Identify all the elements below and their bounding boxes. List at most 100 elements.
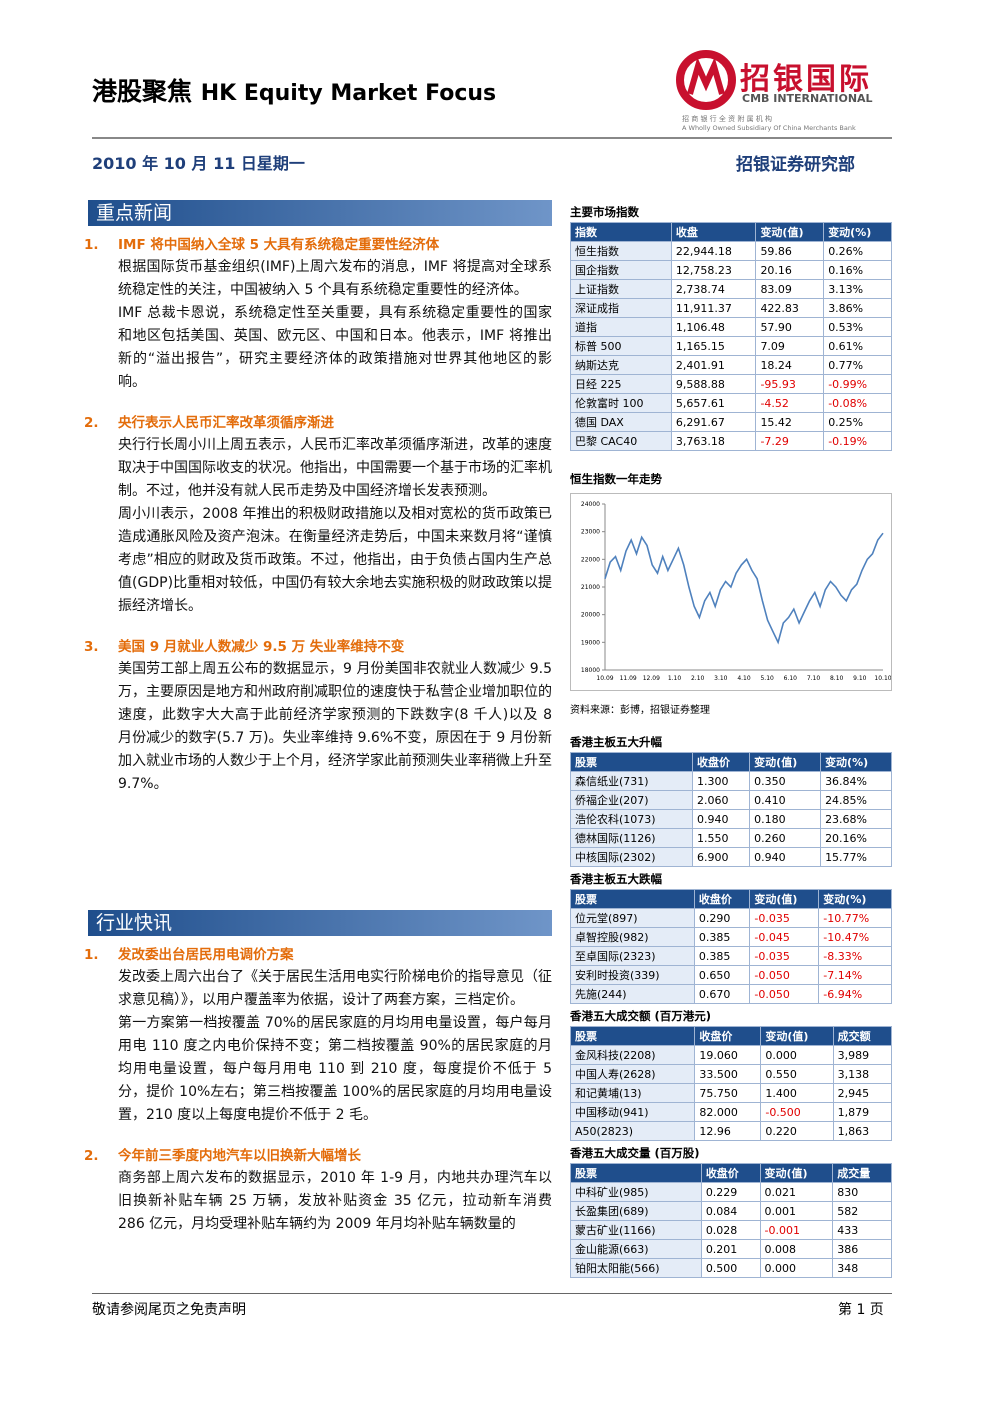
column-header: 股票 xyxy=(570,889,695,909)
table-title: 香港主板五大升幅 xyxy=(570,735,662,749)
cell: 巴黎 CAC40 xyxy=(570,431,672,451)
table-row: 日经 225 9,588.88 -95.93 -0.99% xyxy=(570,374,892,394)
cell: -0.035 xyxy=(749,946,820,966)
column-header: 收盘价 xyxy=(691,752,751,772)
cell: 0.290 xyxy=(693,908,751,928)
cell: 0.550 xyxy=(760,1064,834,1084)
cell: 5,657.61 xyxy=(670,393,757,413)
cell: -0.050 xyxy=(749,965,820,985)
cell: 3.13% xyxy=(823,279,892,299)
cell: 德林国际(1126) xyxy=(570,828,693,848)
cell: 上证指数 xyxy=(570,279,672,299)
item-number: 2. xyxy=(84,1148,99,1164)
cell: 0.650 xyxy=(693,965,751,985)
headline-text: 今年前三季度内地汽车以旧换新大幅增长 xyxy=(118,1148,361,1164)
y-tick-label: 21000 xyxy=(581,584,600,591)
table-row: 长盈集团(689) 0.084 0.001 582 xyxy=(570,1201,892,1221)
item-number: 2. xyxy=(84,415,99,431)
table-title: 香港主板五大跌幅 xyxy=(570,872,662,886)
dept: 招银证券研究部 xyxy=(736,155,855,175)
cell: 7.09 xyxy=(755,336,825,356)
table-row: 国企指数 12,758.23 20.16 0.16% xyxy=(570,260,892,280)
cell: 1,879 xyxy=(832,1102,893,1122)
table-row: A50(2823) 12.96 0.220 1,863 xyxy=(569,1121,893,1141)
section-title: 重点新闻 xyxy=(88,200,552,226)
column-header: 变动(值) xyxy=(749,889,820,909)
cell: 0.229 xyxy=(700,1182,761,1202)
cell: -0.99% xyxy=(823,374,892,394)
table-row: 德林国际(1126) 1.550 0.260 20.16% xyxy=(570,828,892,848)
cell: 20.16 xyxy=(755,260,825,280)
column-header: 成交额 xyxy=(832,1026,893,1046)
y-tick-label: 20000 xyxy=(581,612,600,619)
table-row: 安利时投资(339) 0.650 -0.050 -7.14% xyxy=(570,965,892,985)
column-header: 股票 xyxy=(570,752,693,772)
data-table: 股票 收盘价 变动(值) 变动(%) 位元堂(897) 0.290 -0.035 -10.77… xyxy=(570,889,892,1004)
x-tick-label: 2.10 xyxy=(691,675,705,682)
cell: 0.084 xyxy=(700,1201,761,1221)
column-header: 收盘 xyxy=(670,222,757,242)
cell: 23.68% xyxy=(820,809,892,829)
column-header: 变动(值) xyxy=(749,752,822,772)
cell: -0.500 xyxy=(760,1102,834,1122)
headline-text: IMF 将中国纳入全球 5 大具有系统稳定重要性经济体 xyxy=(118,237,440,253)
cell: 9,588.88 xyxy=(670,374,757,394)
table-title: 香港五大成交额 (百万港元) xyxy=(570,1009,712,1023)
cell: 至卓国际(2323) xyxy=(570,946,695,966)
cell: 82.000 xyxy=(694,1102,762,1122)
cell: 国企指数 xyxy=(570,260,672,280)
cell: -0.035 xyxy=(749,908,820,928)
cell: 深证成指 xyxy=(570,298,672,318)
cell: 位元堂(897) xyxy=(570,908,695,928)
table-row: 浩伦农科(1073) 0.940 0.180 23.68% xyxy=(570,809,892,829)
data-table: 指数 收盘 变动(值) 变动(%) 恒生指数 22,944.18 59.86 0.26% 国企指… xyxy=(570,222,892,451)
cell: 0.77% xyxy=(823,355,892,375)
data-table: 股票 收盘价 变动(值) 成交量 中科矿业(985) 0.229 0.021 830 长盈集团(… xyxy=(570,1163,892,1278)
table-row: 侨福企业(207) 2.060 0.410 24.85% xyxy=(570,790,892,810)
news-item: 2. 今年前三季度内地汽车以旧换新大幅增长 商务部上周六发布的数据显示，2010 年… xyxy=(84,1145,552,1236)
cell: 386 xyxy=(832,1239,892,1259)
cell: 0.16% xyxy=(823,260,892,280)
cell: 0.385 xyxy=(693,946,751,966)
cell: 6.900 xyxy=(691,847,751,867)
line xyxy=(604,532,884,645)
cell: 83.09 xyxy=(755,279,825,299)
data-table: 股票 收盘价 变动(值) 成交额 金风科技(2208) 19.060 0.000 3,989 中… xyxy=(569,1026,893,1141)
cell: 0.220 xyxy=(760,1121,834,1141)
table-row: 恒生指数 22,944.18 59.86 0.26% xyxy=(570,241,892,261)
cell: 19.060 xyxy=(694,1045,762,1065)
header-rule xyxy=(92,137,892,139)
cell: 59.86 xyxy=(755,241,825,261)
headline-text: 美国 9 月就业人数减少 9.5 万 失业率维持不变 xyxy=(118,639,405,655)
cell: 582 xyxy=(832,1201,892,1221)
cell: 36.84% xyxy=(820,771,892,791)
cell: 0.940 xyxy=(749,847,822,867)
cell: 侨福企业(207) xyxy=(570,790,693,810)
y-tick-label: 22000 xyxy=(581,556,600,563)
header-row: 股票 收盘价 变动(值) 变动(%) xyxy=(570,752,892,772)
column-header: 收盘价 xyxy=(693,889,751,909)
logo-cn: 招银国际 xyxy=(740,62,872,97)
cell: 0.008 xyxy=(759,1239,834,1259)
cell: 0.260 xyxy=(749,828,822,848)
section: 行业快讯 1. 发改委出台居民用电调价方案 发改委上周六出台了《关于居民生活用电实行阶… xyxy=(84,910,552,1254)
table-row: 金风科技(2208) 19.060 0.000 3,989 xyxy=(569,1045,893,1065)
cell: 道指 xyxy=(570,317,672,337)
cell: 金风科技(2208) xyxy=(569,1045,696,1065)
cell: 浩伦农科(1073) xyxy=(570,809,693,829)
source: 资料来源：彭博，招银证券整理 xyxy=(570,705,710,716)
news-item: 1. IMF 将中国纳入全球 5 大具有系统稳定重要性经济体 根据国际货币基金组织(… xyxy=(84,234,552,394)
cell: 0.61% xyxy=(823,336,892,356)
cell: 0.021 xyxy=(759,1182,834,1202)
cell: 22,944.18 xyxy=(670,241,757,261)
x-tick-label: 1.10 xyxy=(668,675,682,682)
cell: -8.33% xyxy=(818,946,892,966)
table-row: 金山能源(663) 0.201 0.008 386 xyxy=(570,1239,892,1259)
chart-box: 18000 19000 20000 21000 22000 23000 24000 10.09… xyxy=(570,493,892,691)
table-row: 德国 DAX 6,291.67 15.42 0.25% xyxy=(570,412,892,432)
cell: 0.670 xyxy=(693,984,751,1004)
table-row: 铂阳太阳能(566) 0.500 0.000 348 xyxy=(570,1258,892,1278)
cell: 18.24 xyxy=(755,355,825,375)
header-row: 股票 收盘价 变动(值) 变动(%) xyxy=(570,889,892,909)
cell: 1,106.48 xyxy=(670,317,757,337)
